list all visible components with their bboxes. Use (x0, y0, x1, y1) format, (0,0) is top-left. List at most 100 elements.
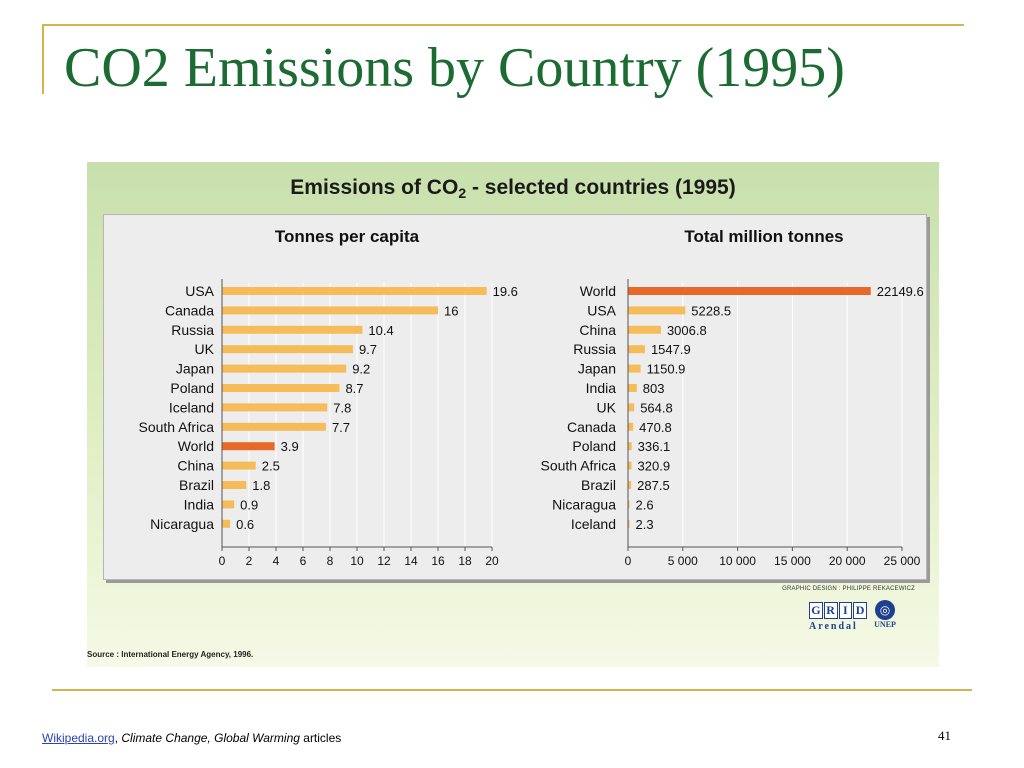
value-label: 1.8 (252, 478, 270, 493)
x-tick-label: 25 000 (884, 554, 921, 568)
x-tick-label: 15 000 (774, 554, 811, 568)
value-label: 22149.6 (877, 284, 924, 299)
bar (222, 422, 326, 431)
value-label: 7.7 (332, 420, 350, 435)
category-label: Japan (176, 361, 214, 377)
title-rule-left (42, 24, 44, 94)
category-label: India (184, 496, 215, 512)
value-label: 9.7 (359, 342, 377, 357)
bar (222, 345, 353, 354)
value-label: 0.9 (240, 497, 258, 512)
x-tick-label: 8 (327, 554, 334, 568)
category-label: Iceland (169, 399, 214, 415)
category-label: South Africa (139, 419, 215, 435)
category-label: Brazil (179, 477, 214, 493)
x-tick-label: 10 000 (719, 554, 756, 568)
x-tick-label: 18 (458, 554, 472, 568)
grid-logo-letter: G (809, 602, 823, 619)
category-label: UK (597, 399, 617, 415)
value-label: 1547.9 (651, 342, 691, 357)
footer-suffix: articles (303, 731, 342, 745)
x-tick-label: 0 (219, 554, 226, 568)
bar (222, 325, 363, 334)
category-label: China (579, 322, 616, 338)
category-label: Japan (578, 361, 616, 377)
bar (628, 287, 871, 295)
unep-globe-icon: ◎ (875, 600, 895, 620)
x-tick-label: 0 (625, 554, 632, 568)
footer-articles-italic: Climate Change, Global Warming (121, 731, 300, 745)
category-label: Nicaragua (150, 516, 214, 532)
bar (222, 384, 340, 392)
category-label: China (177, 458, 214, 474)
x-tick-label: 4 (273, 554, 280, 568)
bar (222, 364, 347, 373)
value-label: 9.2 (352, 362, 370, 377)
category-label: World (580, 283, 616, 299)
value-label: 0.6 (236, 517, 254, 532)
bar (222, 306, 438, 315)
category-label: USA (185, 283, 214, 299)
title-rule-top (42, 24, 964, 26)
figure-title-main: Emissions of CO (290, 176, 459, 199)
value-label: 336.1 (638, 439, 671, 454)
value-label: 2.6 (636, 497, 654, 512)
grid-logo-letter: I (838, 602, 853, 619)
bar (222, 442, 275, 451)
x-tick-label: 12 (377, 554, 391, 568)
category-label: Canada (165, 302, 214, 318)
category-label: India (586, 380, 617, 396)
unep-word: UNEP (874, 620, 896, 629)
x-tick-label: 6 (300, 554, 307, 568)
bar (222, 403, 328, 412)
value-label: 320.9 (638, 459, 671, 474)
category-label: Iceland (571, 516, 616, 532)
category-label: Poland (170, 380, 214, 396)
value-label: 2.5 (262, 459, 280, 474)
bar (222, 461, 256, 470)
value-label: 287.5 (637, 478, 670, 493)
x-tick-label: 14 (404, 554, 418, 568)
x-tick-label: 20 000 (829, 554, 866, 568)
wikipedia-link[interactable]: Wikipedia.org (42, 731, 115, 745)
category-label: USA (587, 302, 616, 318)
slide-footer: Wikipedia.org, Climate Change, Global Wa… (42, 731, 341, 745)
category-label: Canada (567, 419, 616, 435)
bar (222, 500, 235, 509)
category-label: Brazil (581, 477, 616, 493)
bar (628, 384, 637, 392)
source-note: Source : International Energy Agency, 19… (87, 650, 254, 659)
graphic-credit: GRAPHIC DESIGN : PHILIPPE REKACEWICZ (782, 586, 915, 592)
footer-rule (52, 689, 972, 691)
value-label: 803 (643, 381, 665, 396)
value-label: 16 (444, 303, 458, 318)
value-label: 10.4 (368, 323, 393, 338)
bar (628, 325, 661, 334)
bar (628, 364, 641, 373)
bar (628, 403, 635, 412)
bar-charts-svg: USA 19.6 Canada 16 Russia 10.4 UK 9.7 Japan 9.2 Po… (139, 279, 924, 568)
emissions-figure: Emissions of CO2 - selected countries (1… (87, 162, 939, 667)
value-label: 564.8 (640, 400, 673, 415)
x-tick-label: 16 (431, 554, 445, 568)
grid-arendal-word: Arendal (809, 621, 858, 632)
x-tick-label: 5 000 (668, 554, 698, 568)
value-label: 470.8 (639, 420, 672, 435)
figure-title-subscript: 2 (458, 185, 467, 201)
category-label: Russia (573, 341, 616, 357)
bar (628, 519, 630, 528)
unep-logo: ◎ UNEP (871, 600, 899, 632)
bar (628, 500, 630, 509)
figure-title: Emissions of CO2 - selected countries (1… (87, 176, 939, 201)
value-label: 19.6 (493, 284, 518, 299)
x-tick-label: 2 (246, 554, 253, 568)
x-tick-label: 20 (485, 554, 499, 568)
value-label: 8.7 (345, 381, 363, 396)
bar (628, 422, 634, 431)
value-label: 3.9 (281, 439, 299, 454)
bar (628, 345, 645, 354)
footer-separator: , (114, 731, 119, 745)
bar (628, 481, 632, 489)
chart-panel: Tonnes per capita Total million tonnes U… (103, 214, 927, 580)
